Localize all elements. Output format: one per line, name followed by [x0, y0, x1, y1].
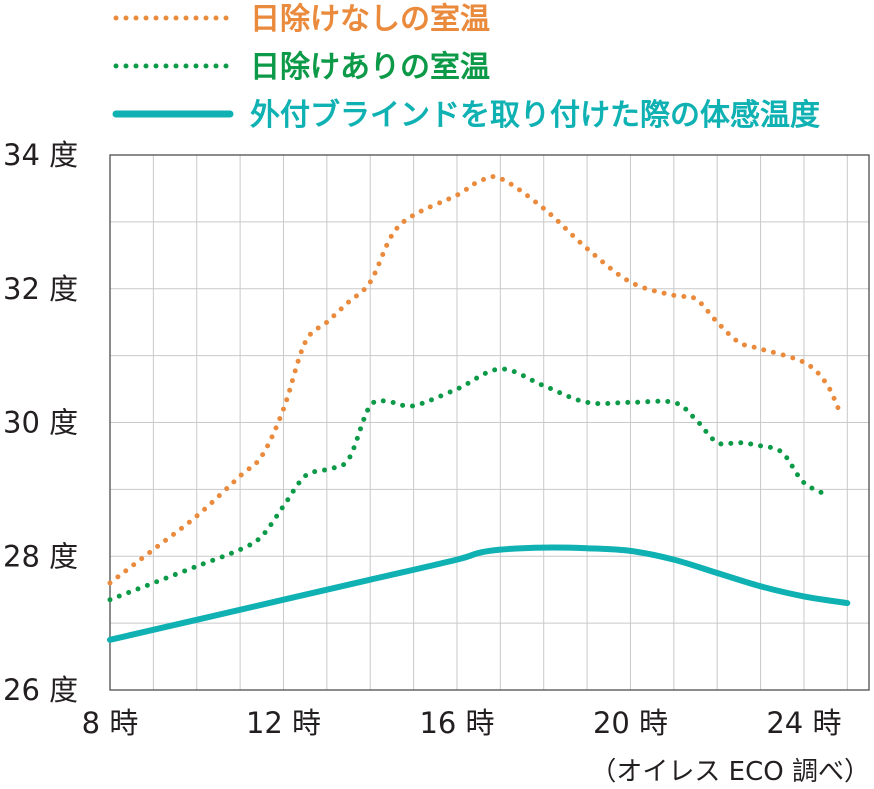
- x-tick-label: 20 時: [593, 706, 668, 740]
- x-tick-label: 16 時: [419, 706, 494, 740]
- x-tick-labels: 8 時 12 時 16 時 20 時 24 時: [82, 706, 842, 740]
- y-tick-label: 28 度: [3, 539, 78, 573]
- series-line-3: [107, 544, 851, 643]
- source-note: （オイレス ECO 調べ）: [590, 757, 870, 787]
- y-tick-label: 30 度: [3, 406, 78, 440]
- series-layer: [107, 174, 851, 643]
- y-tick-labels: 26 度 28 度 30 度 32 度 34 度: [3, 138, 78, 707]
- plot-frame: [109, 154, 870, 691]
- legend-label-3: 外付ブラインドを取り付けた際の体感温度: [250, 98, 820, 133]
- grid: [109, 154, 870, 691]
- y-tick-label: 32 度: [3, 272, 78, 306]
- series-line-2: [107, 366, 833, 603]
- legend-label-2: 日除けありの室温: [250, 50, 490, 85]
- legend-label-1: 日除けなしの室温: [250, 2, 490, 37]
- x-tick-label: 12 時: [246, 706, 321, 740]
- y-tick-label: 26 度: [3, 673, 78, 707]
- x-tick-label: 24 時: [766, 706, 841, 740]
- y-tick-label: 34 度: [3, 138, 78, 172]
- x-tick-label: 8 時: [82, 706, 139, 740]
- series-line-1: [107, 174, 842, 586]
